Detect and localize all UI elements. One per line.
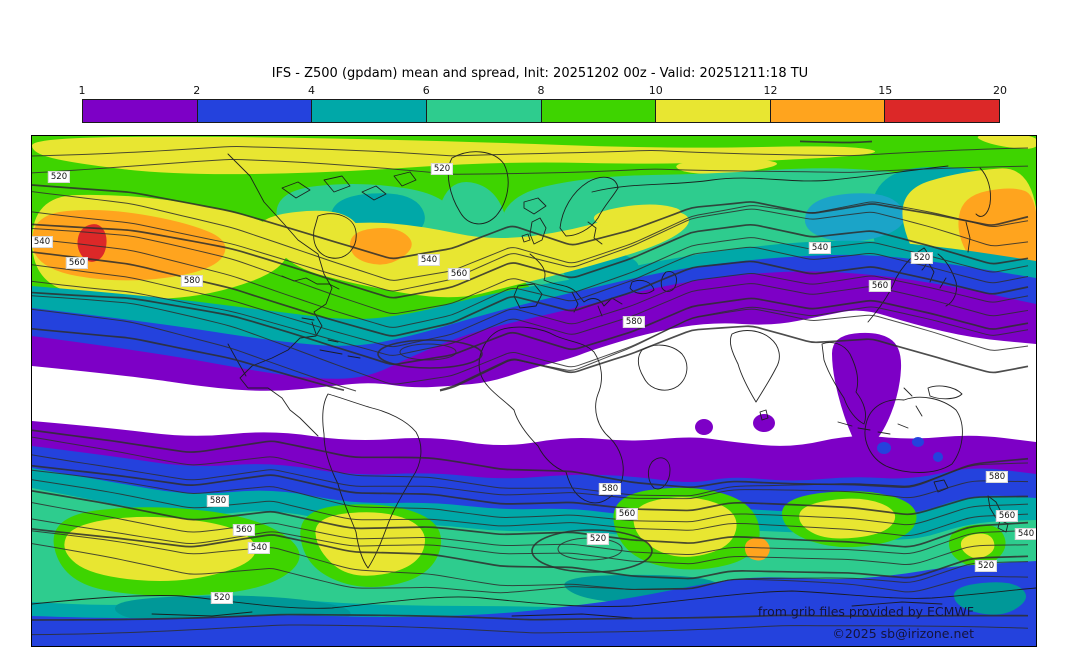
colorbar-tick: 10 [648,84,663,97]
colorbar-segment [312,100,427,122]
colorbar-tick: 2 [193,84,201,97]
contour-label: 540 [1014,528,1036,540]
colorbar-tick: 8 [537,84,545,97]
contour-label: 580 [985,471,1009,483]
contour-label: 540 [417,254,441,266]
colorbar-segment [770,100,886,122]
colorbar-tick: 20 [993,84,1007,97]
contour-label: 580 [180,275,204,287]
colorbar-tick: 4 [308,84,315,97]
colorbar-segment [197,100,313,122]
contour-label: 560 [995,510,1019,522]
colorbar-segment [541,100,657,122]
contour-label: 580 [622,316,646,328]
colorbar-tick: 6 [422,84,430,97]
contour-label: 560 [232,524,256,536]
contour-label: 560 [615,508,639,520]
colorbar-scale [82,99,1000,123]
chart-title: IFS - Z500 (gpdam) mean and spread, Init… [271,66,809,81]
attribution-copyright: ©2025 sb@irizone.net [832,626,974,641]
colorbar-segment [426,100,542,122]
colorbar: 1 2 4 6 8 10 12 15 20 [78,84,1008,123]
contour-label: 560 [65,257,89,269]
colorbar-tick: 15 [878,84,893,97]
contour-label: 560 [447,268,471,280]
colorbar-segment [885,100,999,122]
contour-label: 540 [32,236,54,248]
contour-label: 580 [598,483,622,495]
contour-label: 540 [808,242,832,254]
contour-label: 520 [210,592,234,604]
contour-label: 520 [910,252,934,264]
contour-label: 520 [586,533,610,545]
contour-label: 520 [430,163,454,175]
colorbar-tick: 1 [78,84,86,97]
colorbar-segment [83,100,198,122]
world-map-canvas [32,136,1036,646]
colorbar-tick-row: 1 2 4 6 8 10 12 15 20 [78,84,1008,99]
attribution-source: from grib files provided by ECMWF [757,604,974,619]
spread-shading-layer [32,136,1036,646]
contour-label: 580 [206,495,230,507]
contour-label: 540 [247,542,271,554]
contour-lines-layer [32,140,1029,636]
colorbar-segment [656,100,771,122]
contour-label: 560 [868,280,892,292]
world-map-panel: from grib files provided by ECMWF ©2025 … [31,135,1037,647]
contour-label: 520 [47,171,71,183]
contour-label: 520 [974,560,998,572]
colorbar-tick: 12 [763,84,778,97]
